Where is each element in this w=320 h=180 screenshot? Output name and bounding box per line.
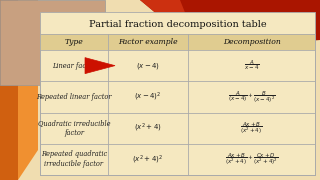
Text: Type: Type: [65, 38, 84, 46]
Text: $(x^2 + 4)^2$: $(x^2 + 4)^2$: [132, 153, 164, 166]
Polygon shape: [18, 0, 38, 180]
Text: Factor example: Factor example: [118, 38, 178, 46]
Text: $(x - 4)^2$: $(x - 4)^2$: [134, 91, 162, 103]
Text: Linear factor: Linear factor: [52, 62, 96, 70]
Polygon shape: [110, 0, 200, 50]
FancyBboxPatch shape: [40, 34, 315, 50]
Polygon shape: [140, 0, 320, 50]
Text: $\dfrac{A}{(x-4)} + \dfrac{B}{(x-4)^2}$: $\dfrac{A}{(x-4)} + \dfrac{B}{(x-4)^2}$: [228, 89, 275, 105]
Text: Repeated linear factor: Repeated linear factor: [36, 93, 112, 101]
Text: $\dfrac{Ax+B}{(x^2+4)} + \dfrac{Cx+D}{(x^2+4)^2}$: $\dfrac{Ax+B}{(x^2+4)} + \dfrac{Cx+D}{(x…: [225, 152, 278, 167]
FancyBboxPatch shape: [0, 0, 105, 85]
FancyBboxPatch shape: [40, 12, 315, 175]
Text: Quadratic irreducible
factor: Quadratic irreducible factor: [38, 119, 110, 137]
Text: $(x - 4)$: $(x - 4)$: [136, 61, 160, 71]
Text: $\dfrac{Ax+B}{(x^2+4)}$: $\dfrac{Ax+B}{(x^2+4)}$: [240, 120, 263, 136]
Text: Repeated quadratic
irreducible factor: Repeated quadratic irreducible factor: [41, 150, 107, 168]
Polygon shape: [0, 0, 18, 180]
Polygon shape: [85, 58, 115, 74]
Text: Decomposition: Decomposition: [223, 38, 280, 46]
Text: $(x^2 + 4)$: $(x^2 + 4)$: [134, 122, 162, 134]
Text: $\dfrac{A}{x-4}$: $\dfrac{A}{x-4}$: [244, 59, 259, 73]
Text: Partial fraction decomposition table: Partial fraction decomposition table: [89, 19, 266, 28]
